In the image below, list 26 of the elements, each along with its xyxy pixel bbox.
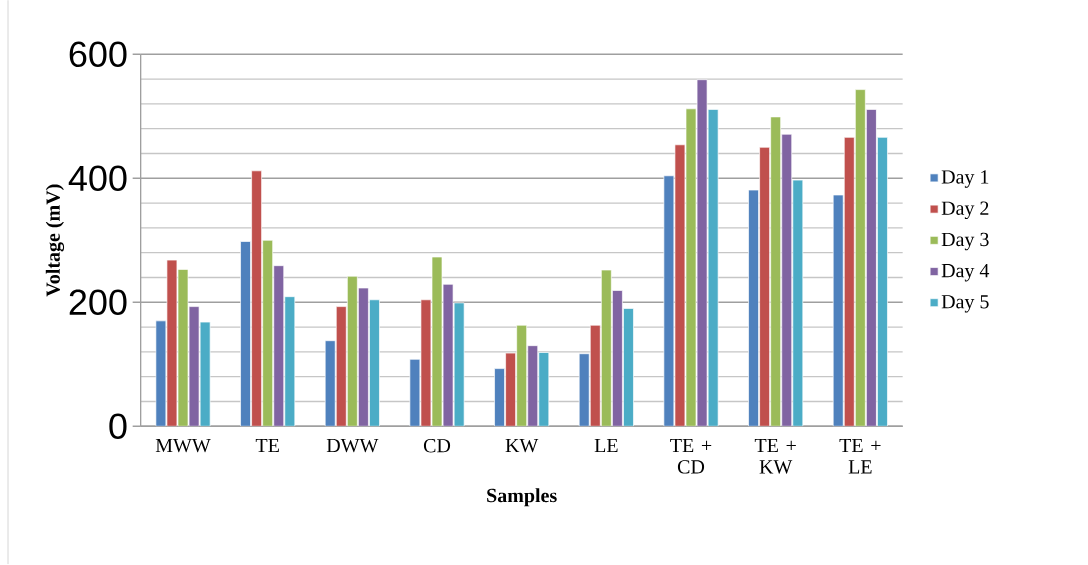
bar	[770, 116, 782, 427]
legend-label: Day 2	[941, 201, 989, 220]
x-tick-label: TE	[255, 439, 279, 453]
legend-label: Day 5	[941, 295, 989, 313]
bar	[273, 265, 285, 427]
x-tick-label: TE + CD	[670, 439, 712, 474]
x-tick-label: TE + KW	[754, 439, 796, 474]
y-tick-label: 200	[69, 289, 127, 316]
bar	[781, 134, 793, 427]
bar	[854, 89, 866, 427]
legend-label: Day 1	[941, 170, 989, 189]
y-tick-label: 600	[69, 41, 127, 68]
x-axis-title: Samples	[487, 488, 557, 507]
y-axis-title: Voltage (mV)	[45, 184, 65, 297]
legend-label: Day 3	[941, 232, 989, 251]
x-tick-label: TE + LE	[839, 439, 881, 474]
legend-label: Day 4	[941, 264, 990, 282]
x-tick-label: CD	[423, 439, 451, 453]
x-tick-label: MWW	[155, 439, 211, 453]
x-tick-label: DWW	[326, 439, 379, 453]
y-tick-label: 400	[68, 165, 127, 192]
x-tick-label: KW	[505, 439, 539, 453]
y-tick-label: 0	[109, 413, 127, 440]
x-tick-label: LE	[594, 439, 618, 453]
bar	[866, 109, 877, 427]
bar	[262, 240, 274, 427]
